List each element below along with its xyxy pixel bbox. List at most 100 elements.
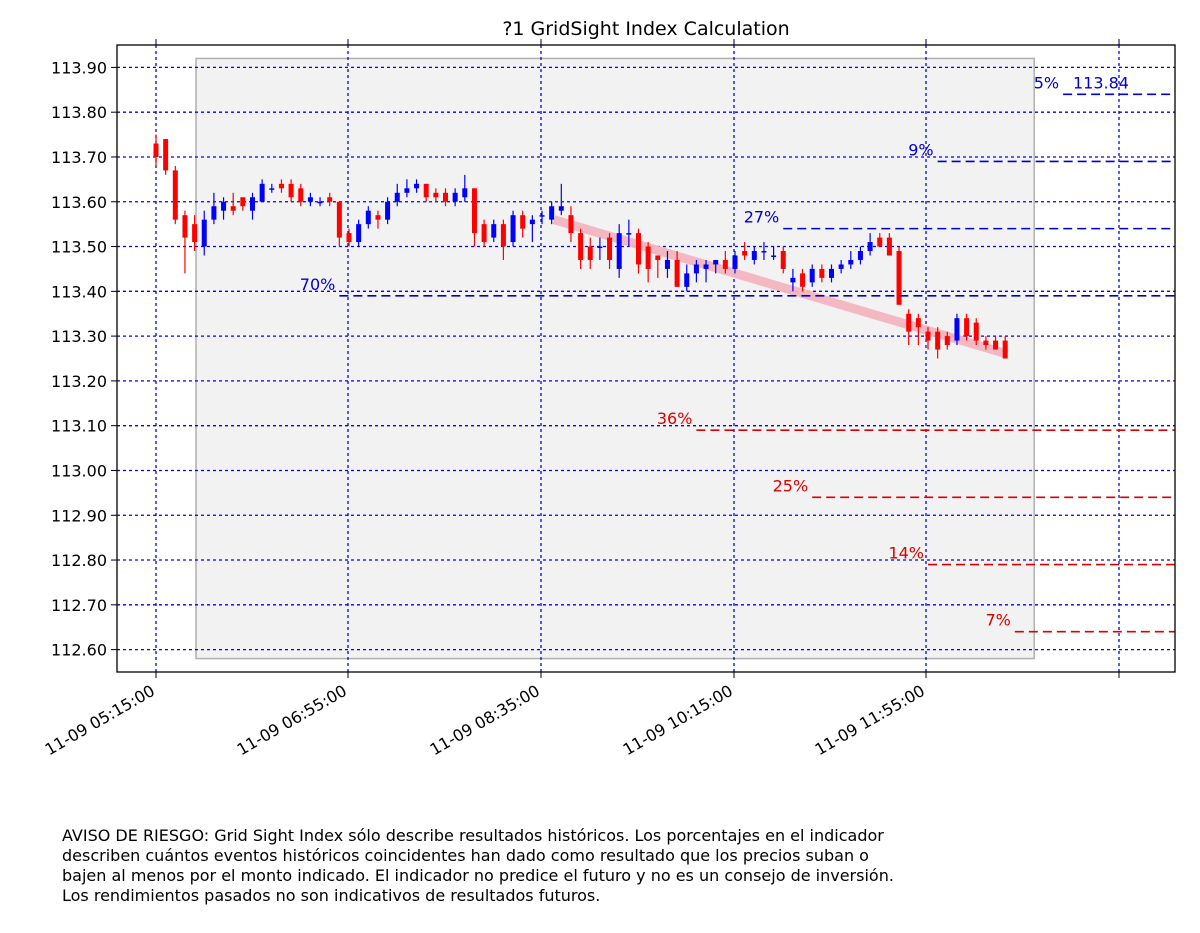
candle-body	[636, 233, 641, 265]
candle-body	[587, 246, 593, 260]
level-percent-label: 9%	[908, 140, 933, 159]
candle-body	[365, 210, 371, 225]
candle-body	[722, 259, 728, 269]
level-percent-label: 7%	[985, 611, 1010, 630]
candle-body	[491, 224, 497, 238]
candle-body	[201, 219, 207, 247]
candle-body	[336, 201, 342, 238]
candle-body	[443, 192, 448, 202]
candle-body	[307, 197, 313, 202]
candle-body	[414, 183, 420, 189]
candle-body	[317, 201, 323, 204]
candle-body	[838, 264, 844, 269]
candle-body	[259, 183, 265, 202]
candle-body	[674, 259, 680, 287]
level-value-label: 113.84	[1073, 73, 1129, 92]
candle-body	[452, 192, 458, 202]
disclaimer-line: describen cuántos eventos históricos coi…	[62, 846, 869, 865]
candle-body	[375, 215, 381, 220]
candle-body	[964, 318, 970, 337]
candle-body	[462, 188, 468, 198]
level-percent-label: 70%	[300, 275, 336, 294]
candle-body	[549, 206, 555, 220]
shaded-region	[195, 57, 1035, 660]
y-tick-label: 113.30	[51, 327, 107, 346]
y-tick-label: 112.90	[51, 506, 107, 525]
candle-body	[829, 268, 834, 278]
x-tick-label: 11-09 05:15:00	[42, 681, 158, 759]
candle-body	[529, 219, 535, 225]
y-tick-label: 113.70	[51, 148, 107, 167]
candle-body	[993, 340, 999, 350]
candle-body	[153, 143, 159, 157]
candle-body	[925, 331, 931, 341]
candle-body	[356, 224, 362, 243]
candle-body	[327, 197, 333, 202]
candle-body	[500, 224, 506, 247]
candle-body	[172, 170, 178, 220]
y-tick-label: 113.40	[51, 282, 107, 301]
y-tick-label: 113.60	[51, 193, 107, 212]
chart: 112.60 112.70 112.80 112.90 113.00 113.10 113.…	[42, 18, 1176, 759]
candle-body	[693, 264, 699, 274]
y-tick-label: 113.80	[51, 103, 107, 122]
candle-body	[616, 233, 622, 269]
level-percent-label: 14%	[888, 544, 924, 563]
level-percent-label: 5%	[1034, 73, 1059, 92]
y-tick-label: 113.50	[51, 238, 107, 257]
y-tick-label: 112.60	[51, 641, 107, 660]
candle-body	[433, 192, 439, 198]
candle-body	[655, 255, 661, 260]
candle-body	[568, 215, 574, 234]
candle-body	[664, 259, 670, 269]
candle-body	[520, 215, 526, 229]
chart-title: ?1 GridSight Index Calculation	[502, 18, 789, 40]
disclaimer-line: Los rendimientos pasados no son indicati…	[62, 886, 601, 905]
plot-frame	[116, 44, 1176, 673]
candle-body	[182, 215, 188, 238]
candle-body	[298, 188, 304, 202]
candle-body	[192, 224, 198, 243]
candle-body	[790, 277, 796, 283]
candle-body	[780, 251, 786, 269]
y-tick-label: 112.80	[51, 551, 107, 570]
candle-body	[703, 264, 709, 269]
disclaimer-line: bajen al menos por el monto indicado. El…	[62, 866, 894, 885]
candle-body	[935, 331, 941, 350]
candle-body	[944, 336, 950, 346]
candle-body	[221, 201, 227, 211]
candle-body	[983, 340, 989, 346]
level-percent-label: 36%	[657, 409, 693, 428]
y-tick-label: 112.70	[51, 596, 107, 615]
candle-body	[809, 268, 815, 283]
candle-body	[597, 246, 603, 249]
candle-body	[510, 215, 516, 243]
level-percent-label: 25%	[773, 476, 809, 495]
candle-body	[751, 251, 757, 260]
candle-body	[278, 183, 284, 189]
disclaimer-line: AVISO DE RIESGO: Grid Sight Index sólo d…	[62, 826, 884, 845]
candle-body	[800, 273, 806, 287]
candle-body	[471, 188, 477, 234]
candle-body	[394, 192, 400, 202]
candle-body	[607, 237, 613, 260]
risk-disclaimer: AVISO DE RIESGO: Grid Sight Index sólo d…	[62, 826, 962, 906]
candle-body	[954, 318, 960, 341]
candle-body	[848, 259, 854, 265]
candle-body	[896, 251, 902, 305]
candle-body	[269, 188, 275, 190]
candle-body	[481, 224, 487, 243]
x-tick-label: 11-09 11:55:00	[812, 681, 928, 759]
candle-body	[867, 242, 873, 252]
candle-body	[346, 233, 352, 243]
candle-body	[163, 139, 169, 171]
candle-body	[288, 183, 294, 198]
candle-body	[819, 268, 825, 278]
level-percent-label: 27%	[744, 208, 780, 227]
candle-body	[558, 206, 564, 211]
candle-body	[886, 237, 892, 256]
candle-body	[250, 197, 255, 211]
candle-body	[906, 313, 912, 332]
candle-body	[761, 251, 767, 253]
candle-body	[230, 206, 236, 211]
